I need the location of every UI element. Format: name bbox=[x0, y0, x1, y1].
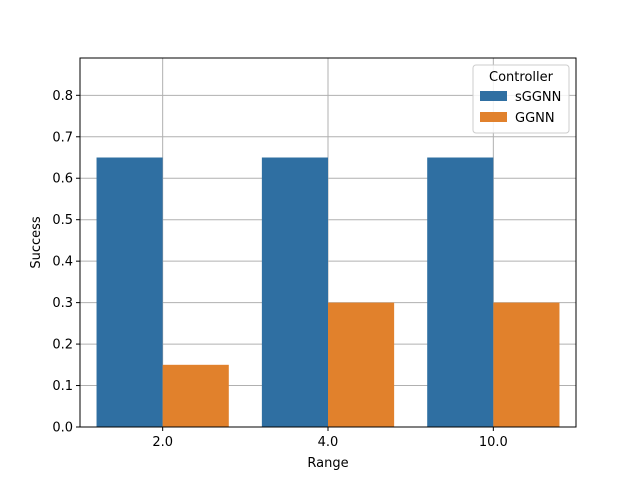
legend-swatch-sggnn bbox=[480, 91, 507, 101]
bar-ggnn-4-0 bbox=[328, 302, 395, 427]
legend-label-sggnn: sGGNN bbox=[515, 90, 561, 105]
y-tick-label: 0.7 bbox=[52, 130, 73, 145]
bar-sggnn-2-0 bbox=[96, 157, 163, 427]
bars bbox=[96, 157, 560, 427]
x-tick-label: 10.0 bbox=[479, 435, 508, 450]
x-tick-label: 2.0 bbox=[152, 435, 173, 450]
y-tick-label: 0.6 bbox=[52, 172, 73, 187]
y-tick-label: 0.8 bbox=[52, 89, 73, 104]
legend-title: Controller bbox=[489, 70, 554, 85]
y-tick-label: 0.2 bbox=[52, 338, 73, 353]
y-tick-label: 0.1 bbox=[52, 379, 73, 394]
bar-sggnn-4-0 bbox=[261, 157, 328, 427]
y-axis-label: Success bbox=[29, 216, 44, 269]
legend: Controller sGGNN GGNN bbox=[472, 64, 570, 134]
y-tick-label: 0.5 bbox=[52, 213, 73, 228]
y-tick-label: 0.0 bbox=[52, 421, 73, 436]
x-axis-label: Range bbox=[307, 456, 348, 471]
bar-sggnn-10-0 bbox=[427, 157, 494, 427]
y-tick-label: 0.3 bbox=[52, 296, 73, 311]
bar-ggnn-10-0 bbox=[493, 302, 560, 427]
legend-items: sGGNN GGNN bbox=[480, 90, 561, 126]
y-axis: 0.0 0.1 0.2 0.3 0.4 0.5 0.6 0.7 0.8 bbox=[52, 89, 80, 436]
y-tick-label: 0.4 bbox=[52, 255, 73, 270]
x-tick-label: 4.0 bbox=[318, 435, 339, 450]
bar-ggnn-2-0 bbox=[162, 364, 229, 427]
legend-swatch-ggnn bbox=[480, 112, 507, 122]
x-axis: 2.0 4.0 10.0 bbox=[152, 427, 508, 450]
legend-label-ggnn: GGNN bbox=[515, 111, 555, 126]
